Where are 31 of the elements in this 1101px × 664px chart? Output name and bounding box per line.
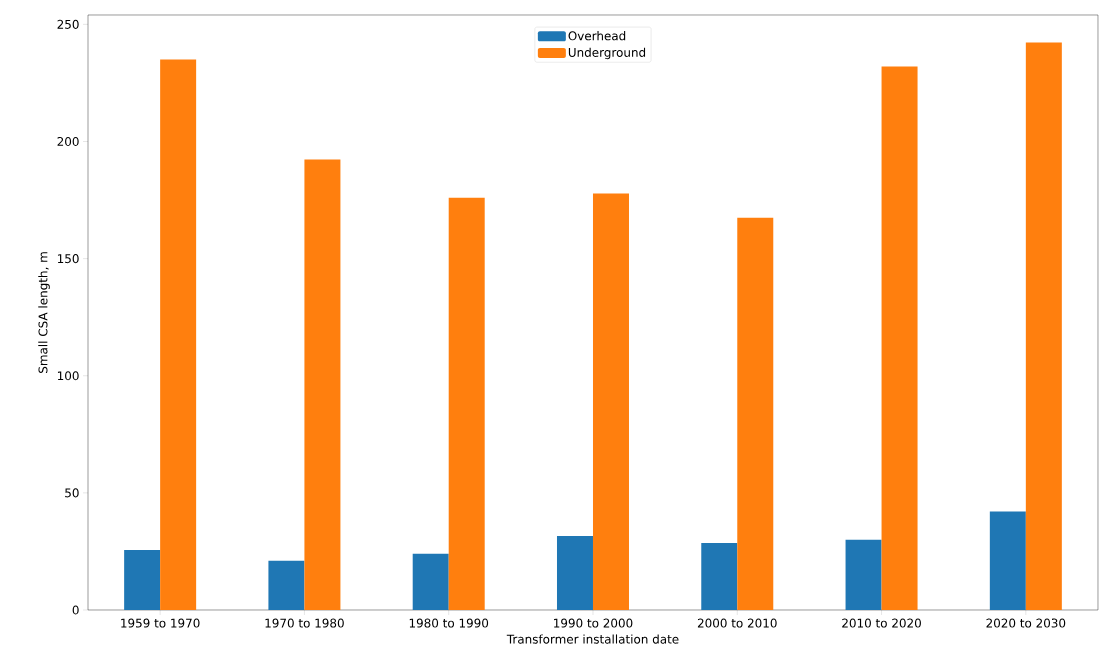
bar bbox=[304, 159, 341, 610]
x-tick-label: 2010 to 2020 bbox=[842, 618, 921, 628]
y-tick-label: 50 bbox=[65, 488, 79, 498]
bar bbox=[845, 539, 882, 610]
y-tick-label: 100 bbox=[57, 371, 79, 381]
x-tick-label: 1970 to 1980 bbox=[265, 618, 344, 628]
bar bbox=[268, 560, 305, 610]
bar bbox=[989, 511, 1026, 610]
y-tick-label: 250 bbox=[57, 19, 79, 29]
x-tick-label: 2020 to 2030 bbox=[986, 618, 1066, 628]
x-tick-label: 1990 to 2000 bbox=[554, 618, 633, 628]
legend-label: Underground bbox=[568, 47, 646, 60]
y-tick-label: 200 bbox=[57, 136, 79, 147]
legend-label: Overhead bbox=[568, 31, 626, 41]
bar bbox=[160, 59, 197, 610]
y-tick-label: 150 bbox=[57, 254, 79, 264]
bar bbox=[592, 193, 629, 610]
x-tick-label: 1959 to 1970 bbox=[121, 618, 200, 628]
bar bbox=[881, 66, 918, 610]
bar bbox=[448, 197, 485, 610]
bar bbox=[412, 553, 449, 610]
y-axis-title: Small CSA length, m bbox=[38, 252, 50, 373]
bar bbox=[737, 217, 774, 610]
bar bbox=[1025, 42, 1062, 610]
x-tick-label: 2000 to 2010 bbox=[697, 618, 777, 628]
x-tick-label: 1980 to 1990 bbox=[409, 618, 489, 628]
x-axis-title: Transformer installation date bbox=[506, 634, 679, 644]
bar bbox=[701, 543, 738, 610]
bar bbox=[556, 535, 593, 610]
y-tick-label: 0 bbox=[72, 605, 79, 615]
bar bbox=[124, 550, 161, 610]
